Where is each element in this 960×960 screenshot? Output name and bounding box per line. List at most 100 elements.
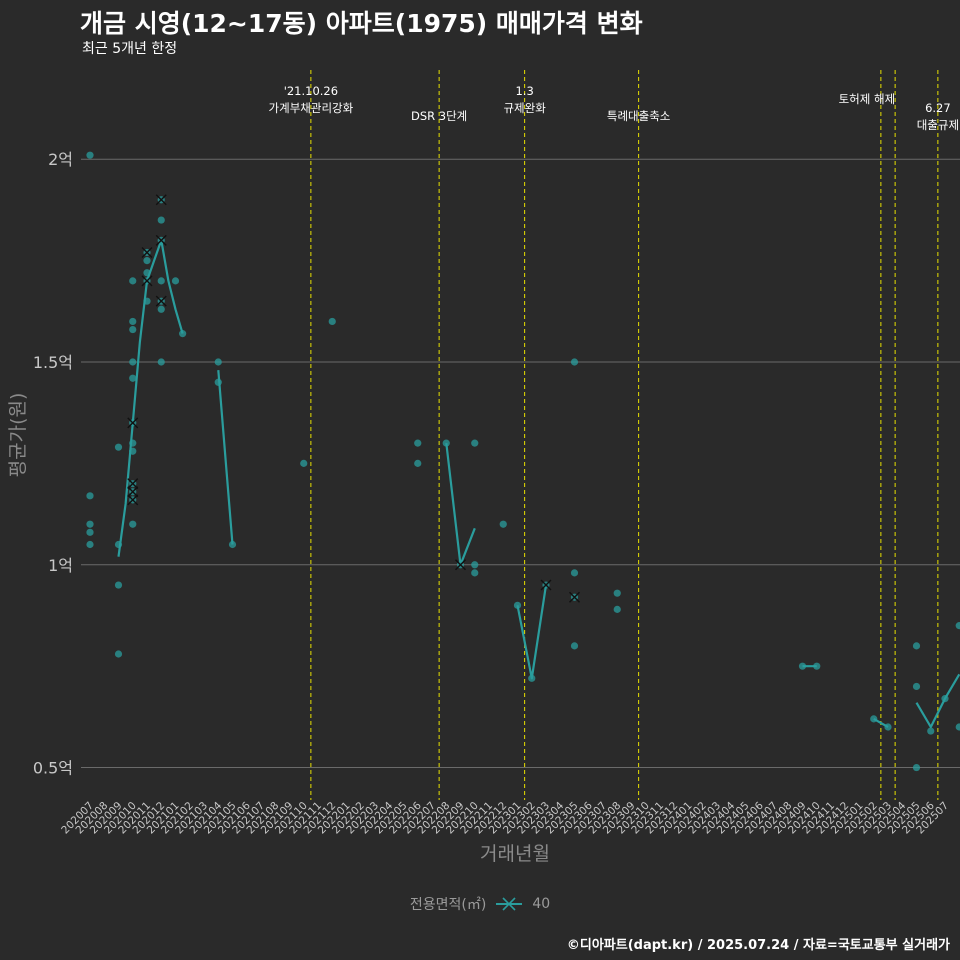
data-point xyxy=(570,569,579,577)
data-cross-stroke xyxy=(569,591,580,603)
data-cross-marker xyxy=(455,559,466,571)
data-point xyxy=(143,269,151,277)
data-point xyxy=(912,642,921,650)
data-point xyxy=(86,151,94,159)
data-point xyxy=(513,601,522,609)
data-point xyxy=(86,528,94,536)
series-line xyxy=(117,239,960,729)
data-cross-marker xyxy=(127,417,139,429)
data-cross-marker xyxy=(540,579,552,591)
data-point xyxy=(471,569,479,577)
data-point xyxy=(129,325,137,334)
data-point xyxy=(955,723,960,731)
data-point xyxy=(129,358,137,366)
data-point xyxy=(955,622,960,630)
data-point xyxy=(613,589,621,597)
data-cross-stroke xyxy=(127,486,139,498)
y-axis-label: 평균가(원) xyxy=(7,393,29,478)
data-point xyxy=(157,216,165,224)
data-cross-stroke xyxy=(127,478,139,490)
data-cross-marker xyxy=(127,486,139,498)
x-axis-label: 거래년월 xyxy=(480,843,550,865)
legend-label: 40 xyxy=(532,896,551,912)
y-tick-label: 1.5억 xyxy=(33,353,73,372)
policy-annotation: 규제완화 xyxy=(503,101,546,115)
data-point xyxy=(86,540,94,549)
data-cross-stroke xyxy=(127,417,139,429)
data-point xyxy=(884,723,892,731)
data-point xyxy=(171,277,180,285)
data-cross-marker xyxy=(141,275,153,287)
data-cross-marker xyxy=(127,478,139,490)
data-cross-marker xyxy=(141,247,153,258)
y-tick-label: 1억 xyxy=(48,556,73,575)
source-caption: ©디아파트(dapt.kr) / 2025.07.24 / 자료=국토교통부 실… xyxy=(566,938,950,953)
data-point xyxy=(86,520,94,528)
legend: 전용면적(㎡) 40 xyxy=(0,894,960,914)
data-point xyxy=(499,520,507,528)
data-point xyxy=(414,439,422,447)
data-point xyxy=(471,439,479,447)
data-point xyxy=(912,682,921,691)
data-point xyxy=(570,642,579,650)
y-tick-label: 0.5억 xyxy=(33,759,73,778)
data-point xyxy=(570,358,579,366)
data-point xyxy=(129,520,137,528)
data-point xyxy=(179,330,187,338)
data-cross-stroke xyxy=(155,234,167,246)
policy-annotation: 가계부채관리강화 xyxy=(269,101,354,115)
data-cross-stroke xyxy=(155,295,167,307)
data-point xyxy=(129,374,137,382)
data-point xyxy=(300,459,308,467)
data-point xyxy=(157,305,165,313)
data-point xyxy=(528,674,536,682)
data-point xyxy=(613,605,621,613)
data-cross-stroke xyxy=(155,194,167,206)
data-point xyxy=(114,540,123,549)
chart-title: 개금 시영(12~17동) 아파트(1975) 매매가격 변화 xyxy=(80,9,643,38)
data-point xyxy=(442,439,450,447)
data-point xyxy=(912,763,921,772)
data-point xyxy=(114,443,123,451)
data-point xyxy=(114,581,123,589)
data-point xyxy=(157,358,165,366)
data-point xyxy=(414,459,422,467)
data-point xyxy=(813,662,821,670)
data-cross-stroke xyxy=(455,559,466,571)
data-point xyxy=(941,695,949,703)
data-cross-marker xyxy=(155,234,167,246)
chart-subtitle: 최근 5개년 한정 xyxy=(82,41,178,57)
legend-title: 전용면적(㎡) xyxy=(409,897,487,913)
data-cross-marker xyxy=(569,591,580,603)
legend-key-icon xyxy=(496,897,523,911)
data-point xyxy=(228,540,237,549)
policy-annotation: DSR 3단계 xyxy=(411,109,467,123)
y-tick-label: 2억 xyxy=(48,150,73,169)
data-point xyxy=(214,378,222,386)
data-point xyxy=(471,561,479,569)
data-cross-marker xyxy=(127,494,139,506)
data-point xyxy=(143,257,151,265)
data-cross-marker xyxy=(155,295,167,307)
data-point xyxy=(114,650,123,658)
policy-annotation: '21.10.26 xyxy=(284,84,338,98)
data-point xyxy=(328,317,336,326)
data-cross-stroke xyxy=(141,275,153,287)
data-point xyxy=(129,439,137,447)
policy-annotation: 1.3 xyxy=(515,84,533,98)
data-point xyxy=(870,715,878,723)
policy-annotation: 토허제 해제 xyxy=(839,92,896,106)
data-point xyxy=(798,662,807,670)
data-point xyxy=(129,317,137,326)
data-point xyxy=(927,727,935,735)
policy-annotation: 특례대출축소 xyxy=(607,109,670,123)
data-cross-stroke xyxy=(540,579,552,591)
data-cross-stroke xyxy=(127,494,139,506)
data-point xyxy=(143,297,151,305)
data-point xyxy=(129,277,137,285)
policy-annotation: 6.27 xyxy=(925,101,951,115)
data-point xyxy=(86,492,94,500)
data-point xyxy=(214,358,222,366)
data-point xyxy=(157,277,165,285)
